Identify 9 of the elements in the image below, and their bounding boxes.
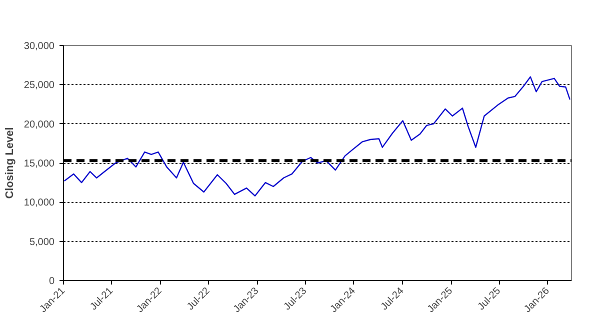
- y-tick-label: 0: [48, 276, 55, 287]
- y-tick-label: 5,000: [29, 236, 55, 248]
- y-tick-label: 15,000: [24, 158, 55, 170]
- y-tick-label: 25,000: [24, 80, 55, 92]
- y-tick-label: 20,000: [24, 119, 55, 130]
- y-tick-label: 10,000: [24, 198, 55, 209]
- line-series: [64, 76, 571, 196]
- y-tick-label: 30,000: [24, 41, 55, 52]
- y-axis-title: Closing Level: [4, 127, 16, 199]
